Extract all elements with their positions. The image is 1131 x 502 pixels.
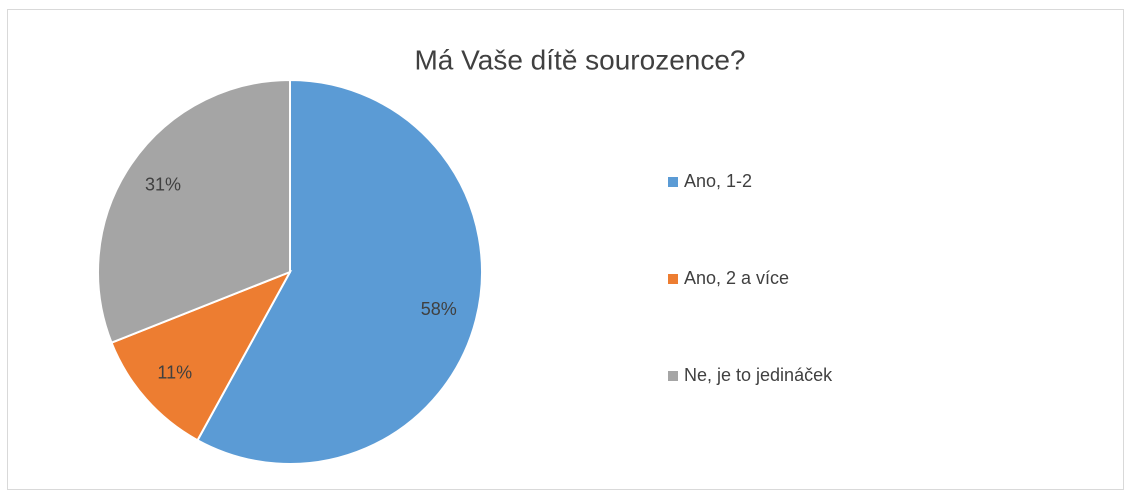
legend-swatch [668, 274, 678, 284]
chart-title: Má Vaše dítě sourozence? [414, 44, 745, 75]
legend-swatch [668, 371, 678, 381]
legend-label: Ne, je to jedináček [684, 365, 833, 385]
legend-label: Ano, 2 a více [684, 268, 789, 288]
pie-slice [110, 270, 293, 442]
data-label: 11% [157, 362, 192, 382]
pie-slice [196, 78, 483, 465]
pie-slice [97, 78, 291, 344]
data-label: 58% [421, 299, 457, 319]
legend-swatch [668, 177, 678, 187]
data-label: 31% [145, 174, 181, 194]
legend-label: Ano, 1-2 [684, 171, 752, 191]
